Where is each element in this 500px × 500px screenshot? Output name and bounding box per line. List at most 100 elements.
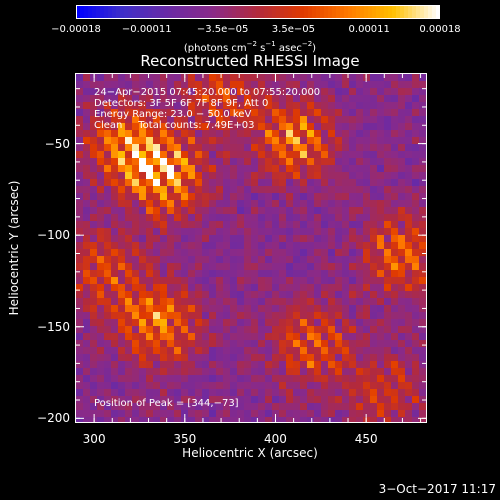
heatmap-cell: [356, 158, 363, 165]
heatmap-cell: [349, 375, 356, 382]
heatmap-cell: [300, 144, 307, 151]
heatmap-cell: [265, 312, 272, 319]
heatmap-cell: [405, 396, 412, 403]
heatmap-cell: [216, 326, 223, 333]
heatmap-cell: [300, 375, 307, 382]
heatmap-cell: [377, 109, 384, 116]
heatmap-cell: [293, 95, 300, 102]
heatmap-cell: [314, 263, 321, 270]
heatmap-cell: [286, 284, 293, 291]
heatmap-cell: [153, 109, 160, 116]
heatmap-cell: [356, 277, 363, 284]
heatmap-cell: [251, 382, 258, 389]
heatmap-cell: [251, 305, 258, 312]
heatmap-cell: [265, 116, 272, 123]
heatmap-cell: [209, 81, 216, 88]
heatmap-cell: [83, 326, 90, 333]
heatmap-cell: [349, 179, 356, 186]
heatmap-cell: [335, 389, 342, 396]
heatmap-cell: [342, 102, 349, 109]
heatmap-cell: [391, 403, 398, 410]
heatmap-cell: [391, 95, 398, 102]
heatmap-cell: [391, 312, 398, 319]
heatmap-cell: [181, 291, 188, 298]
heatmap-cell: [90, 389, 97, 396]
heatmap-cell: [272, 249, 279, 256]
heatmap-cell: [286, 375, 293, 382]
heatmap-cell: [398, 382, 405, 389]
heatmap-cell: [216, 270, 223, 277]
heatmap-cell: [132, 375, 139, 382]
heatmap-cell: [342, 291, 349, 298]
heatmap-cell: [209, 186, 216, 193]
heatmap-cell: [216, 354, 223, 361]
heatmap-cell: [384, 298, 391, 305]
heatmap-cell: [412, 333, 419, 340]
heatmap-cell: [188, 242, 195, 249]
heatmap-cell: [307, 417, 314, 422]
heatmap-cell: [293, 312, 300, 319]
heatmap-cell: [118, 368, 125, 375]
heatmap-cell: [251, 389, 258, 396]
heatmap-cell: [356, 368, 363, 375]
heatmap-cell: [216, 88, 223, 95]
info-peak-position: Position of Peak = [344,−73]: [94, 398, 239, 409]
heatmap-cell: [405, 102, 412, 109]
heatmap-cell: [153, 116, 160, 123]
colorbar-segment: [124, 5, 129, 19]
heatmap-cell: [272, 81, 279, 88]
heatmap-cell: [83, 389, 90, 396]
heatmap-cell: [398, 144, 405, 151]
colorbar-segment: [76, 5, 81, 19]
heatmap-cell: [202, 207, 209, 214]
heatmap-cell: [237, 256, 244, 263]
heatmap-cell: [195, 375, 202, 382]
heatmap-cell: [342, 396, 349, 403]
colorbar-segment: [400, 5, 405, 19]
heatmap-cell: [258, 102, 265, 109]
heatmap-cell: [377, 312, 384, 319]
heatmap-cell: [160, 130, 167, 137]
heatmap-cell: [356, 74, 363, 81]
heatmap-cell: [230, 172, 237, 179]
heatmap-cell: [363, 165, 370, 172]
heatmap-cell: [188, 347, 195, 354]
info-total-counts: Clean Total counts: 7.49E+03: [94, 120, 255, 131]
heatmap-cell: [174, 403, 181, 410]
colorbar-segment: [256, 5, 261, 19]
heatmap-cell: [265, 95, 272, 102]
heatmap-cell: [377, 130, 384, 137]
heatmap-cell: [125, 298, 132, 305]
heatmap-cell: [160, 88, 167, 95]
heatmap-cell: [377, 333, 384, 340]
heatmap-cell: [272, 256, 279, 263]
heatmap-cell: [279, 298, 286, 305]
heatmap-cell: [153, 88, 160, 95]
heatmap-cell: [335, 277, 342, 284]
colorbar-segment: [180, 5, 185, 19]
heatmap-cell: [244, 396, 251, 403]
heatmap-cell: [293, 277, 300, 284]
heatmap-cell: [279, 368, 286, 375]
heatmap-cell: [335, 235, 342, 242]
heatmap-cell: [377, 74, 384, 81]
heatmap-cell: [237, 207, 244, 214]
heatmap-cell: [300, 151, 307, 158]
heatmap-cell: [321, 403, 328, 410]
heatmap-cell: [251, 137, 258, 144]
heatmap-cell: [153, 312, 160, 319]
heatmap-cell: [307, 242, 314, 249]
heatmap-cell: [272, 277, 279, 284]
heatmap-cell: [174, 270, 181, 277]
heatmap-cell: [286, 172, 293, 179]
heatmap-cell: [153, 130, 160, 137]
heatmap-cell: [118, 158, 125, 165]
heatmap-cell: [363, 270, 370, 277]
heatmap-cell: [146, 319, 153, 326]
heatmap-cell: [118, 123, 125, 130]
heatmap-cell: [139, 263, 146, 270]
heatmap-cell: [202, 242, 209, 249]
heatmap-cell: [405, 214, 412, 221]
heatmap-cell: [195, 186, 202, 193]
heatmap-cell: [90, 326, 97, 333]
